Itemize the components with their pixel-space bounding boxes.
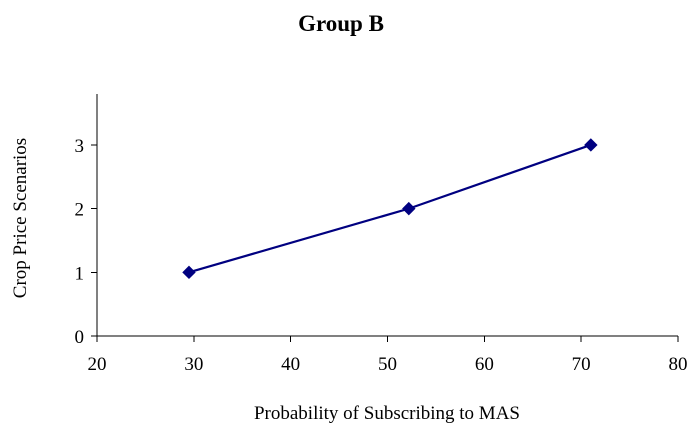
series-line [188, 143, 592, 274]
x-tick-label: 30 [184, 354, 203, 375]
y-tick-label: 2 [75, 200, 85, 221]
chart-title: Group B [298, 11, 384, 36]
y-tick-label: 0 [75, 327, 85, 348]
data-point-marker [402, 201, 416, 216]
x-tick-label: 40 [281, 354, 300, 375]
data-point-marker [584, 138, 598, 152]
x-axis-label: Probability of Subscribing to MAS [254, 403, 520, 424]
x-tick-label: 80 [669, 354, 688, 375]
y-tick-label: 1 [75, 263, 85, 284]
data-point-marker [182, 265, 196, 280]
x-tick-label: 60 [475, 354, 494, 375]
y-axis-ticks: 0 1 2 3 [75, 136, 97, 348]
series-group [182, 138, 598, 280]
x-tick-label: 70 [572, 354, 591, 375]
y-tick-label: 3 [75, 136, 85, 157]
x-tick-label: 50 [378, 354, 397, 375]
x-axis-ticks: 20 30 40 50 60 70 80 [88, 336, 688, 375]
y-axis-label: Crop Price Scenarios [10, 138, 31, 298]
plot-area: 0 1 2 3 20 30 40 50 60 70 80 [75, 94, 688, 375]
x-tick-label: 20 [88, 354, 107, 375]
